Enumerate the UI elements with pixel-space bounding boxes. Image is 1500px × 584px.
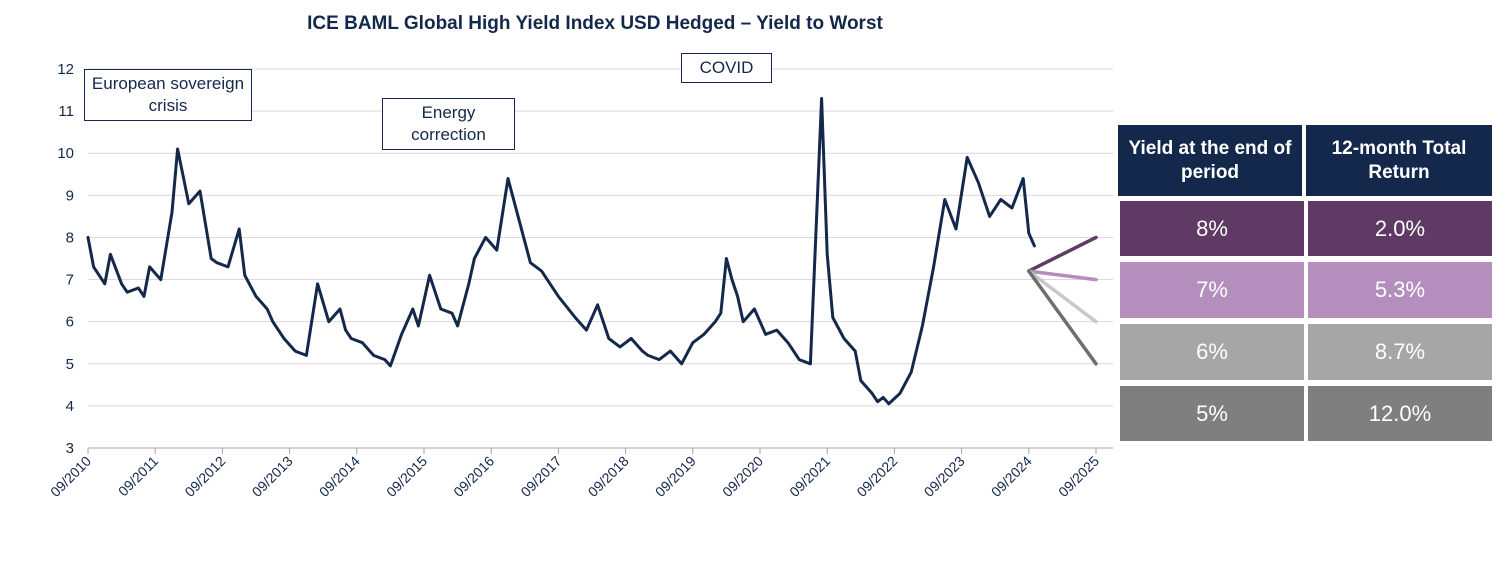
x-axis-labels: 09/2010 09/2011 09/2012 09/2013 09/2014 09/20… [47,453,1102,500]
x-tick-label-14: 09/2024 [988,453,1035,500]
gridlines [88,68,1113,407]
y-tick-label-8: 8 [66,229,74,246]
y-tick-label-3: 3 [66,440,74,457]
x-tick-label-2: 09/2012 [181,453,228,500]
x-tick-label-12: 09/2022 [853,453,900,500]
y-tick-label-5: 5 [66,356,74,373]
y-tick-label-11: 11 [58,103,74,120]
axes [87,447,1113,454]
x-tick-label-8: 09/2018 [585,453,632,500]
row-6-return: 8.7% [1308,324,1492,380]
annotation-energy-correction: Energy correction [382,98,515,150]
x-tick-label-4: 09/2014 [316,453,363,500]
x-tick-label-13: 09/2023 [921,453,968,500]
x-tick-label-9: 09/2019 [652,453,699,500]
row-8-yield: 8% [1120,201,1304,256]
projection-line-7pct [1027,269,1098,282]
row-8-return: 2.0% [1308,201,1492,256]
y-tick-label-6: 6 [66,314,74,331]
y-tick-label-4: 4 [66,398,74,415]
y-tick-label-10: 10 [57,145,74,162]
projection-line-8pct [1027,235,1098,273]
header-return: 12-month Total Return [1306,125,1492,196]
x-tick-label-3: 09/2013 [249,453,296,500]
y-tick-label-9: 9 [66,187,74,204]
row-7-return: 5.3% [1308,262,1492,318]
x-tick-label-15: 09/2025 [1055,453,1102,500]
x-tick-label-5: 09/2015 [383,453,430,500]
x-tick-label-1: 09/2011 [115,453,162,500]
yield-line [86,97,1036,406]
row-6-yield: 6% [1120,324,1304,380]
x-tick-label-0: 09/2010 [47,453,94,500]
row-5-yield: 5% [1120,386,1304,441]
chart-title: ICE BAML Global High Yield Index USD Hed… [307,13,883,34]
annotation-european-crisis: European sovereign crisis [84,69,252,121]
x-tick-label-10: 09/2020 [719,453,766,500]
x-tick-label-11: 09/2021 [786,453,833,500]
row-5-return: 12.0% [1308,386,1492,441]
series [86,97,1098,406]
header-yield: Yield at the end of period [1118,125,1302,196]
x-tick-label-7: 09/2017 [517,453,564,500]
x-tick-label-6: 09/2016 [450,453,497,500]
y-tick-label-12: 12 [57,61,74,78]
projection-line-6pct [1027,269,1098,324]
y-tick-label-7: 7 [66,272,74,289]
row-7-yield: 7% [1120,262,1304,318]
projection-line-5pct [1027,269,1098,366]
y-axis-labels: 3 4 5 6 7 8 9 10 11 12 [57,61,74,457]
annotation-covid: COVID [681,53,772,83]
